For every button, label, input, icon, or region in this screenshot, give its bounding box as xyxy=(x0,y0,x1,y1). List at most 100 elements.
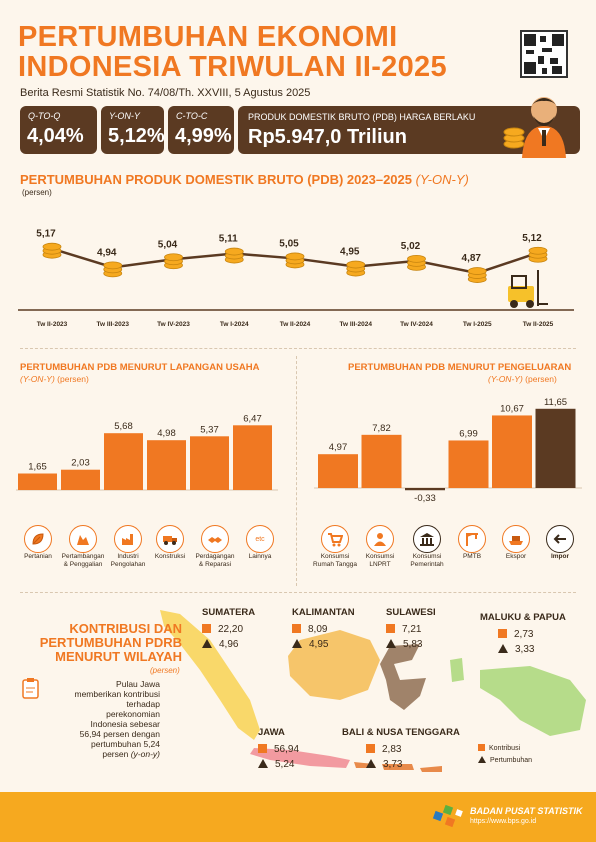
icon-pertambangan: Pertambangan & Penggalian xyxy=(60,525,106,569)
icon-pmtb: PMTB xyxy=(452,525,492,561)
etc-icon: etc xyxy=(246,525,274,553)
region-sumatera: SUMATERA 22,20 4,96 xyxy=(202,607,256,650)
bar xyxy=(361,434,402,488)
icon-konstruksi: Konstruksi xyxy=(150,525,190,561)
leaf-icon xyxy=(24,525,52,553)
mining-icon xyxy=(69,525,97,553)
data-label: 5,11 xyxy=(219,234,238,245)
data-point xyxy=(467,267,487,283)
region-unit: (persen) xyxy=(150,666,180,675)
icon-konsumsi-lnprt: Konsumsi LNPRT xyxy=(360,525,400,569)
footer-url[interactable]: https://www.bps.go.id xyxy=(470,818,537,825)
data-label: 5,37 xyxy=(200,424,219,435)
data-label: 4,95 xyxy=(340,247,360,258)
data-label: 5,12 xyxy=(522,233,542,244)
pengeluaran-bar-chart: 4,97 7,82 -0,33 6,99 10,67 11,65 xyxy=(314,397,582,504)
region-kalimantan: KALIMANTAN 8,09 4,95 xyxy=(292,607,355,650)
region-bali-nt: BALI & NUSA TENGGARA 2,83 3,73 xyxy=(342,727,460,770)
lapangan-icons: Pertanian Pertambangan & Penggalian Indus… xyxy=(18,525,280,585)
icon-pertanian: Pertanian xyxy=(20,525,56,561)
icon-perdagangan: Perdagangan & Reparasi xyxy=(192,525,238,569)
data-label: 11,65 xyxy=(544,397,567,408)
data-label: 7,82 xyxy=(372,423,391,434)
tick-label: Tw II-2025 xyxy=(523,321,554,328)
bar xyxy=(61,469,100,490)
data-label: 2,03 xyxy=(71,458,90,469)
icon-impor: Impor xyxy=(540,525,580,561)
data-label: 5,05 xyxy=(279,238,299,249)
gdp-line-chart: 5,17 Tw II-2023 4,94 Tw III-2023 5,04 Tw IV-2… xyxy=(18,229,574,328)
icon-konsumsi-rt: Konsumsi Rumah Tangga xyxy=(312,525,358,569)
person-icon xyxy=(366,525,394,553)
pengeluaran-icons: Konsumsi Rumah Tangga Konsumsi LNPRT Konsu… xyxy=(312,525,582,585)
clipboard-icon xyxy=(22,678,39,699)
icon-lainnya: etc Lainnya xyxy=(240,525,280,561)
tick-label: Tw I-2025 xyxy=(463,321,492,328)
region-title: KONTRIBUSI DAN PERTUMBUHAN PDRB MENURUT … xyxy=(39,621,182,664)
data-label: 6,47 xyxy=(243,413,262,424)
divider-vertical xyxy=(296,356,297,586)
footer: BADAN PUSAT STATISTIK https://www.bps.go… xyxy=(0,792,596,842)
bar xyxy=(535,408,576,488)
tick-label: Tw I-2024 xyxy=(220,321,249,328)
region-note: Pulau Jawa memberikan kontribusi terhada… xyxy=(74,679,160,759)
data-point xyxy=(285,252,305,269)
lapangan-sub: (Y-ON-Y) (persen) xyxy=(20,374,89,384)
factory-icon xyxy=(114,525,142,553)
truck-icon xyxy=(156,525,184,553)
data-point xyxy=(42,242,62,259)
tick-label: Tw III-2023 xyxy=(97,321,130,328)
data-label: -0,33 xyxy=(414,493,436,504)
tick-label: Tw II-2024 xyxy=(280,321,311,328)
data-point xyxy=(103,261,123,278)
qr-code[interactable] xyxy=(520,30,568,78)
page-subtitle: Berita Resmi Statistik No. 74/08/Th. XXV… xyxy=(20,87,311,99)
crane-icon xyxy=(458,525,486,553)
tick-label: Tw IV-2024 xyxy=(400,321,433,328)
bar xyxy=(448,440,489,488)
bar xyxy=(18,473,57,490)
data-point xyxy=(407,254,426,271)
divider xyxy=(20,348,576,349)
forklift-icon xyxy=(508,270,548,308)
icon-konsumsi-pemerintah: Konsumsi Pemerintah xyxy=(404,525,450,569)
lapangan-bar-chart: 1,65 2,03 5,68 4,98 5,37 6,47 xyxy=(16,413,278,491)
data-label: 4,98 xyxy=(157,428,176,439)
bar xyxy=(318,454,358,488)
divider xyxy=(20,592,576,593)
data-label: 1,65 xyxy=(28,462,47,473)
stat-ctoc: C-TO-C 4,99% xyxy=(168,106,234,154)
pengeluaran-title: PERTUMBUHAN PDB MENURUT PENGELUARAN xyxy=(348,362,572,373)
stat-yony: Y-ON-Y 5,12% xyxy=(101,106,165,154)
data-label: 5,04 xyxy=(158,239,178,250)
data-label: 4,97 xyxy=(329,442,348,453)
handshake-icon xyxy=(201,525,229,553)
data-label: 4,94 xyxy=(97,247,117,258)
region-jawa: JAWA 56,94 5,24 xyxy=(258,727,300,770)
footer-org: BADAN PUSAT STATISTIK xyxy=(470,806,583,816)
data-label: 4,87 xyxy=(462,253,482,264)
import-icon xyxy=(546,525,574,553)
businessman-illustration xyxy=(503,97,566,158)
tick-label: Tw III-2024 xyxy=(340,321,373,328)
data-label: 5,17 xyxy=(36,229,56,240)
icon-ekspor: Ekspor xyxy=(496,525,536,561)
region-maluku-papua: MALUKU & PAPUA 2,73 3,33 xyxy=(480,612,566,655)
data-label: 6,99 xyxy=(459,428,478,439)
data-point xyxy=(528,246,548,263)
tick-label: Tw II-2023 xyxy=(37,321,68,328)
data-point xyxy=(164,253,183,270)
data-point xyxy=(346,260,366,277)
export-icon xyxy=(502,525,530,553)
pengeluaran-sub: (Y-ON-Y) (persen) xyxy=(488,374,557,384)
bps-logo-icon xyxy=(432,804,463,828)
icon-industri: Industri Pengolahan xyxy=(106,525,150,569)
map-legend: Kontribusi Pertumbuhan xyxy=(478,744,532,764)
indonesia-map xyxy=(160,610,586,772)
line-chart-title: PERTUMBUHAN PRODUK DOMESTIK BRUTO (PDB) … xyxy=(20,172,469,187)
data-label: 10,67 xyxy=(500,403,524,414)
bar xyxy=(104,433,143,490)
cart-icon xyxy=(321,525,349,553)
bar xyxy=(190,436,229,490)
bar xyxy=(492,415,532,488)
